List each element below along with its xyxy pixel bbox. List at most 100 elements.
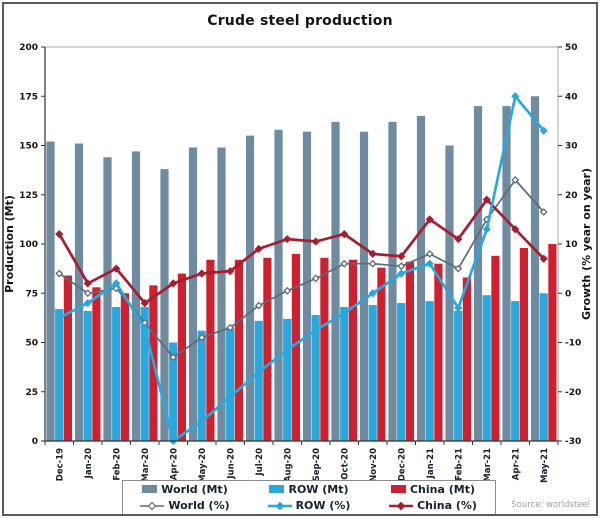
bar [348,259,357,441]
x-axis-label: Aug-20 [283,448,293,482]
source-note: Source: worldsteel [511,500,590,510]
bar [473,106,483,441]
bar [539,293,548,441]
china-line [55,195,548,308]
marker [482,225,491,234]
left-axis-tick-label: 125 [19,191,38,201]
left-axis-tick-label: 200 [19,43,38,53]
x-axis-label: Feb-21 [454,448,464,481]
bar [217,147,226,441]
marker [340,259,349,268]
legend-item-china-mt: China (Mt) [371,484,495,495]
bar [388,121,397,442]
marker [55,313,64,322]
legend-label-china-mt: China (Mt) [409,482,476,496]
x-axis-label: Dec-19 [55,448,65,481]
right-axis-tick-label: 20 [565,191,578,201]
left-axis-tick-label: 150 [19,142,38,152]
marker [539,254,548,263]
bar [197,330,206,441]
bar [206,259,215,441]
bar [83,310,92,441]
bar [302,131,312,441]
marker [454,264,463,273]
marker [197,333,206,342]
left-axis-tick-label: 100 [19,240,38,250]
marker [539,208,548,216]
bar [120,293,129,441]
right-axis-tick-label: -10 [565,339,581,349]
bar [283,318,292,441]
bar [425,301,434,441]
marker [169,353,178,362]
marker [55,230,64,239]
china-mt-swatch [390,485,406,494]
bar [254,320,263,441]
marker [254,301,263,310]
legend-label-world-mt: World (Mt) [161,482,228,496]
bar [160,169,169,441]
marker [283,234,292,244]
left-axis-tick-label: 25 [25,388,38,398]
right-axis-tick-label: 0 [565,289,571,299]
bar [482,295,491,441]
marker [283,345,292,354]
legend-item-world-mt: World (Mt) [123,484,247,495]
right-axis-tick-label: 50 [565,43,578,53]
bar [340,307,349,441]
marker [539,126,548,135]
world-line-swatch [140,501,165,511]
legend-label-row-mt: ROW (Mt) [288,482,349,496]
bar [331,121,340,442]
marker [169,279,178,288]
x-axis-label: Feb-20 [112,448,122,481]
x-axis-label: Nov-20 [369,448,379,482]
bar [359,131,369,441]
x-axis-label: Jan-21 [426,448,436,479]
marker [83,289,92,298]
marker [511,225,520,234]
right-axis-tick-label: 40 [565,92,578,102]
x-axis-label: Apr-20 [169,448,179,480]
line-path [58,94,545,443]
x-axis-label: Mar-21 [483,448,493,482]
bar [46,141,55,441]
bar [368,305,377,441]
legend-label-china: China (%) [417,499,477,513]
bar [416,115,426,441]
china-line-swatch [389,501,414,511]
right-axis-tick-label: 10 [565,240,578,250]
legend-item-row-mt: ROW (Mt) [247,484,371,495]
marker [226,323,235,332]
line-path [58,198,545,305]
bar [291,253,300,441]
right-axis-tick-label: -20 [565,388,581,398]
marker [311,326,320,335]
row-line-swatch [267,501,292,511]
marker [425,215,434,224]
marker [368,289,377,298]
marker [397,252,406,261]
bar [377,267,386,441]
x-axis-label: Dec-20 [397,448,407,481]
x-axis-label: May-21 [540,448,550,483]
legend-item-row: ROW (%) [247,500,371,511]
bar [530,96,540,441]
marker [340,230,349,239]
marker [368,259,377,268]
bar [274,129,283,442]
marker [397,269,406,278]
marker [482,195,491,204]
bar [177,273,186,441]
chart-title: Crude steel production [207,13,393,29]
x-axis-label: Jul-20 [255,448,265,477]
marker [311,274,320,283]
marker [140,298,149,308]
bar [511,301,520,441]
marker [283,286,292,295]
right-axis-title: Growth (% year on year) [580,168,593,320]
row-mt-swatch [269,485,285,494]
bar [311,314,320,441]
world-line [55,176,548,362]
line-path [58,179,545,359]
